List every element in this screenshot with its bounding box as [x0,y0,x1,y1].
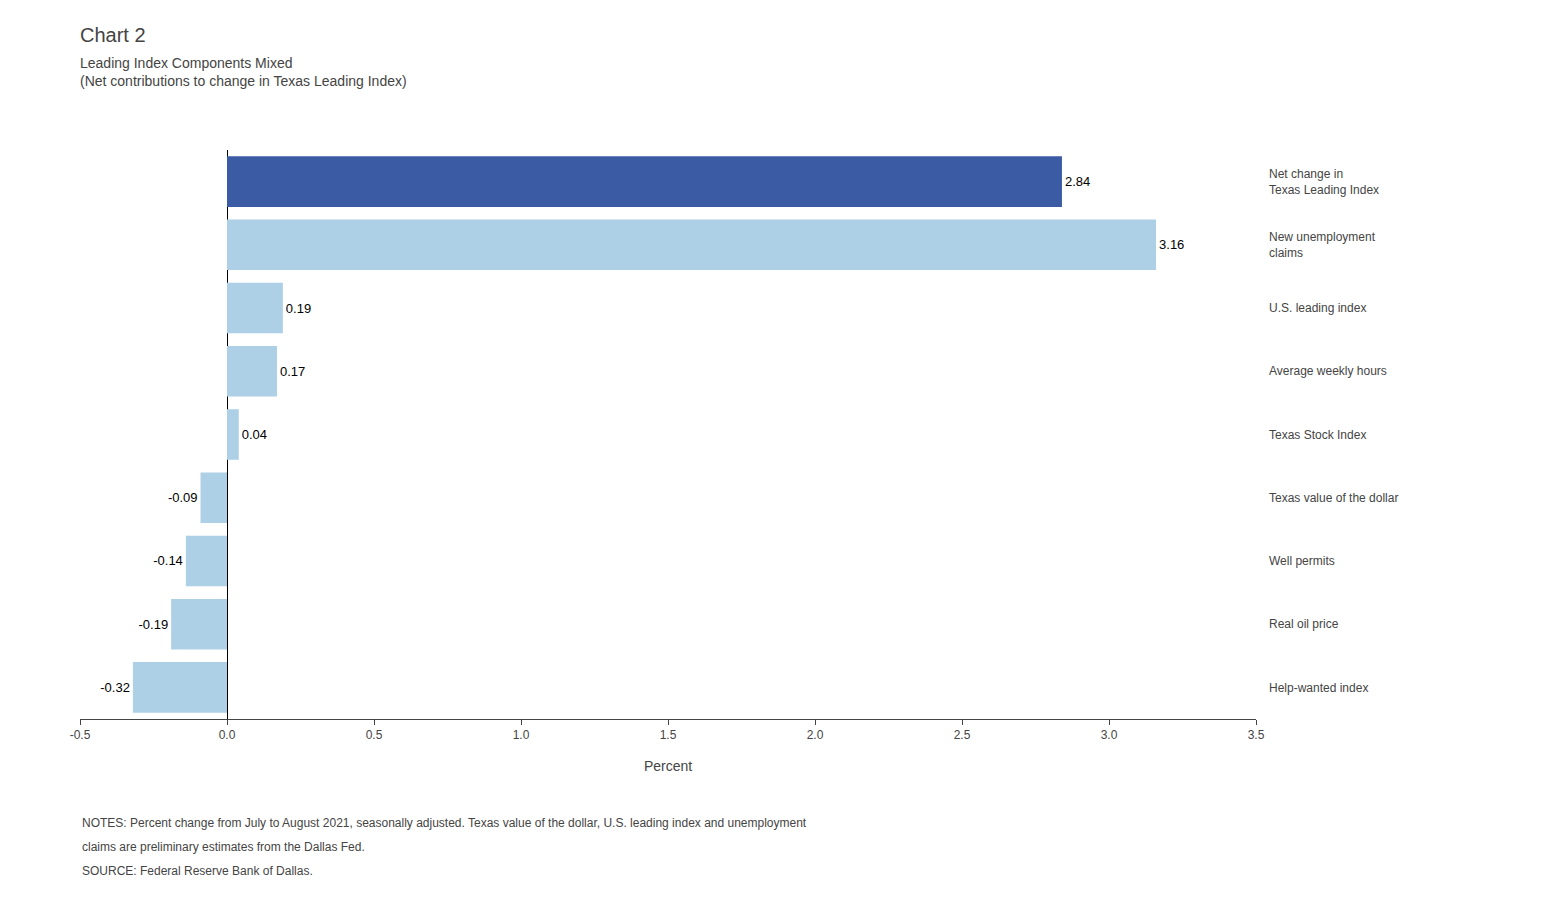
svg-text:-0.14: -0.14 [153,553,183,568]
svg-text:-0.09: -0.09 [168,490,198,505]
svg-text:2.84: 2.84 [1065,174,1090,189]
svg-text:-0.32: -0.32 [100,680,130,695]
svg-text:2.5: 2.5 [954,728,971,742]
svg-text:1.5: 1.5 [660,728,677,742]
svg-text:Leading Index Components Mixed: Leading Index Components Mixed(Net contr… [80,55,407,89]
svg-text:U.S. leading index: U.S. leading index [1269,301,1366,315]
svg-text:SOURCE: Federal Reserve Bank o: SOURCE: Federal Reserve Bank of Dallas. [82,864,313,878]
svg-text:0.04: 0.04 [242,427,267,442]
svg-text:0.17: 0.17 [280,364,305,379]
svg-text:Texas Stock Index: Texas Stock Index [1269,428,1366,442]
svg-text:Net change inTexas Leading Ind: Net change inTexas Leading Index [1269,167,1379,197]
svg-text:claims are preliminary estimat: claims are preliminary estimates from th… [82,840,365,854]
svg-text:3.0: 3.0 [1101,728,1118,742]
svg-text:2.0: 2.0 [807,728,824,742]
svg-text:Real oil price: Real oil price [1269,617,1339,631]
svg-text:0.0: 0.0 [219,728,236,742]
svg-text:Average weekly hours: Average weekly hours [1269,364,1387,378]
svg-text:0.19: 0.19 [286,301,311,316]
svg-text:-0.19: -0.19 [138,617,168,632]
svg-text:Help-wanted index: Help-wanted index [1269,681,1368,695]
svg-text:NOTES: Percent change from Jul: NOTES: Percent change from July to Augus… [82,816,807,830]
svg-text:Percent: Percent [644,758,692,774]
svg-text:0.5: 0.5 [366,728,383,742]
svg-text:Chart 2: Chart 2 [80,24,146,46]
svg-text:3.5: 3.5 [1248,728,1265,742]
svg-text:3.16: 3.16 [1159,237,1184,252]
svg-text:1.0: 1.0 [513,728,530,742]
svg-text:Texas value of the dollar: Texas value of the dollar [1269,491,1398,505]
svg-text:Well permits: Well permits [1269,554,1335,568]
svg-text:-0.5: -0.5 [70,728,91,742]
svg-text:New unemploymentclaims: New unemploymentclaims [1269,230,1376,260]
